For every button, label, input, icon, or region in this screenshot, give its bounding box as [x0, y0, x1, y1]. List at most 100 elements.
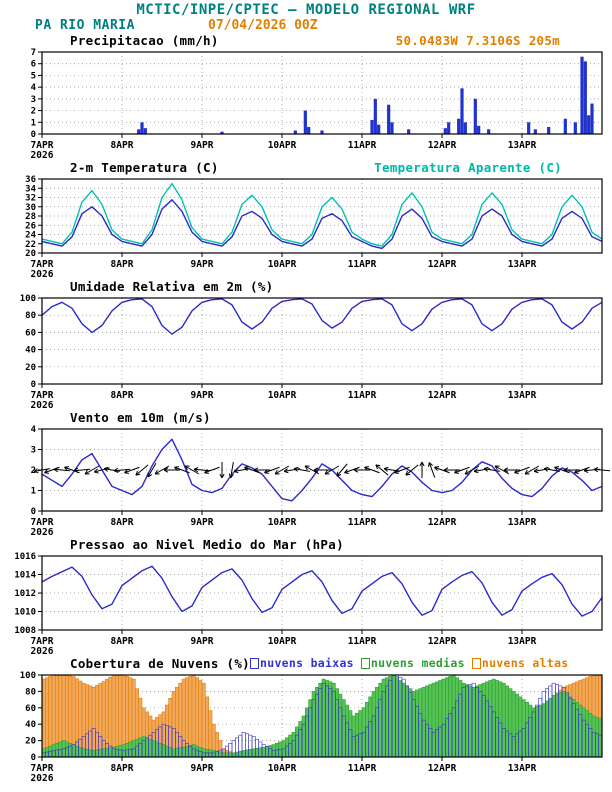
svg-text:0: 0 — [31, 753, 36, 763]
svg-text:0: 0 — [31, 380, 36, 390]
svg-text:9APR: 9APR — [191, 140, 214, 151]
cloud-legend: nuvens baixas nuvens medias nuvens altas — [250, 656, 569, 670]
svg-text:80: 80 — [25, 311, 36, 321]
svg-text:9APR: 9APR — [191, 636, 214, 647]
svg-text:9APR: 9APR — [191, 390, 214, 401]
wind-title: Vento em 10m (m/s) — [70, 410, 211, 425]
svg-text:11APR: 11APR — [348, 140, 377, 151]
panel-title-row: Umidade Relativa em 2m (%) — [0, 279, 612, 294]
svg-text:8APR: 8APR — [111, 140, 134, 151]
svg-text:2026: 2026 — [31, 150, 54, 160]
svg-text:10APR: 10APR — [268, 517, 297, 528]
svg-text:10APR: 10APR — [268, 140, 297, 151]
svg-text:22: 22 — [25, 240, 36, 250]
legend-label-baixas: nuvens baixas — [260, 656, 354, 670]
svg-text:4: 4 — [31, 425, 37, 435]
temperature-title: 2-m Temperatura (C) — [70, 160, 219, 175]
legend-label-altas: nuvens altas — [481, 656, 569, 670]
svg-text:10APR: 10APR — [268, 763, 297, 774]
svg-text:10APR: 10APR — [268, 636, 297, 647]
svg-text:7APR: 7APR — [31, 259, 54, 270]
svg-text:6: 6 — [31, 60, 36, 70]
panel-pressure: Pressao ao Nivel Medio do Mar (hPa) 1008… — [0, 537, 612, 656]
legend-box-medias-icon — [360, 657, 370, 669]
panel-title-row: Pressao ao Nivel Medio do Mar (hPa) — [0, 537, 612, 552]
svg-text:13APR: 13APR — [508, 390, 537, 401]
humidity-title: Umidade Relativa em 2m (%) — [70, 279, 274, 294]
panel-title-row: Precipitacao (mm/h) 50.0483W 7.3106S 205… — [0, 33, 612, 48]
svg-text:2026: 2026 — [31, 527, 54, 537]
panel-precipitation: Precipitacao (mm/h) 50.0483W 7.3106S 205… — [0, 33, 612, 160]
svg-text:13APR: 13APR — [508, 763, 537, 774]
legend-nuvens-altas: nuvens altas — [471, 656, 569, 670]
panel-title-row: Vento em 10m (m/s) — [0, 410, 612, 425]
svg-text:4: 4 — [31, 83, 37, 93]
svg-text:11APR: 11APR — [348, 259, 377, 270]
svg-text:1016: 1016 — [14, 552, 36, 562]
svg-text:13APR: 13APR — [508, 636, 537, 647]
panel-temperature: 2-m Temperatura (C) Temperatura Aparente… — [0, 160, 612, 279]
station-label: PA RIO MARIA — [35, 18, 135, 33]
svg-text:40: 40 — [25, 720, 36, 730]
svg-text:100: 100 — [20, 671, 36, 681]
svg-text:0: 0 — [31, 130, 36, 140]
svg-text:8APR: 8APR — [111, 763, 134, 774]
svg-text:12APR: 12APR — [428, 763, 457, 774]
svg-text:8APR: 8APR — [111, 517, 134, 528]
apparent-temp-label: Temperatura Aparente (C) — [374, 160, 562, 175]
svg-text:8APR: 8APR — [111, 636, 134, 647]
svg-text:13APR: 13APR — [508, 259, 537, 270]
svg-text:7APR: 7APR — [31, 140, 54, 151]
svg-text:20: 20 — [25, 737, 36, 747]
svg-text:40: 40 — [25, 346, 36, 356]
svg-text:12APR: 12APR — [428, 259, 457, 270]
svg-text:60: 60 — [25, 328, 36, 338]
svg-text:20: 20 — [25, 249, 36, 259]
svg-text:1: 1 — [31, 118, 36, 128]
pressure-title: Pressao ao Nivel Medio do Mar (hPa) — [70, 537, 344, 552]
svg-text:2: 2 — [31, 466, 36, 476]
legend-box-altas-icon — [471, 657, 481, 669]
svg-text:13APR: 13APR — [508, 140, 537, 151]
precipitation-title: Precipitacao (mm/h) — [70, 33, 219, 48]
svg-text:5: 5 — [31, 71, 36, 81]
legend-nuvens-baixas: nuvens baixas — [250, 656, 354, 670]
svg-text:11APR: 11APR — [348, 390, 377, 401]
svg-text:8APR: 8APR — [111, 390, 134, 401]
svg-text:1008: 1008 — [14, 626, 36, 636]
svg-text:10APR: 10APR — [268, 390, 297, 401]
clouds-title: Cobertura de Nuvens (%) — [70, 656, 250, 671]
run-datetime: 07/04/2026 00Z — [208, 18, 318, 33]
svg-text:2026: 2026 — [31, 269, 54, 279]
svg-text:11APR: 11APR — [348, 763, 377, 774]
svg-text:34: 34 — [25, 184, 36, 194]
svg-text:36: 36 — [25, 175, 36, 185]
svg-text:12APR: 12APR — [428, 517, 457, 528]
legend-label-medias: nuvens medias — [370, 656, 465, 670]
svg-text:12APR: 12APR — [428, 390, 457, 401]
svg-text:13APR: 13APR — [508, 517, 537, 528]
panel-wind: Vento em 10m (m/s) 0 1 2 3 4 7APR 2026 8APR 9APR… — [0, 410, 612, 537]
svg-text:9APR: 9APR — [191, 259, 214, 270]
svg-text:24: 24 — [25, 231, 36, 241]
svg-text:2: 2 — [31, 107, 36, 117]
legend-nuvens-medias: nuvens medias — [360, 656, 465, 670]
svg-text:2026: 2026 — [31, 400, 54, 410]
panel-title-row: Cobertura de Nuvens (%) nuvens baixas nu… — [0, 656, 612, 671]
svg-text:7APR: 7APR — [31, 517, 54, 528]
svg-text:20: 20 — [25, 363, 36, 373]
svg-text:7: 7 — [31, 48, 36, 58]
svg-text:2026: 2026 — [31, 773, 54, 783]
svg-text:3: 3 — [31, 95, 36, 105]
svg-text:30: 30 — [25, 203, 36, 213]
svg-text:60: 60 — [25, 704, 36, 714]
svg-text:2026: 2026 — [31, 646, 54, 656]
svg-text:11APR: 11APR — [348, 636, 377, 647]
svg-text:9APR: 9APR — [191, 763, 214, 774]
coordinates-label: 50.0483W 7.3106S 205m — [395, 33, 560, 48]
